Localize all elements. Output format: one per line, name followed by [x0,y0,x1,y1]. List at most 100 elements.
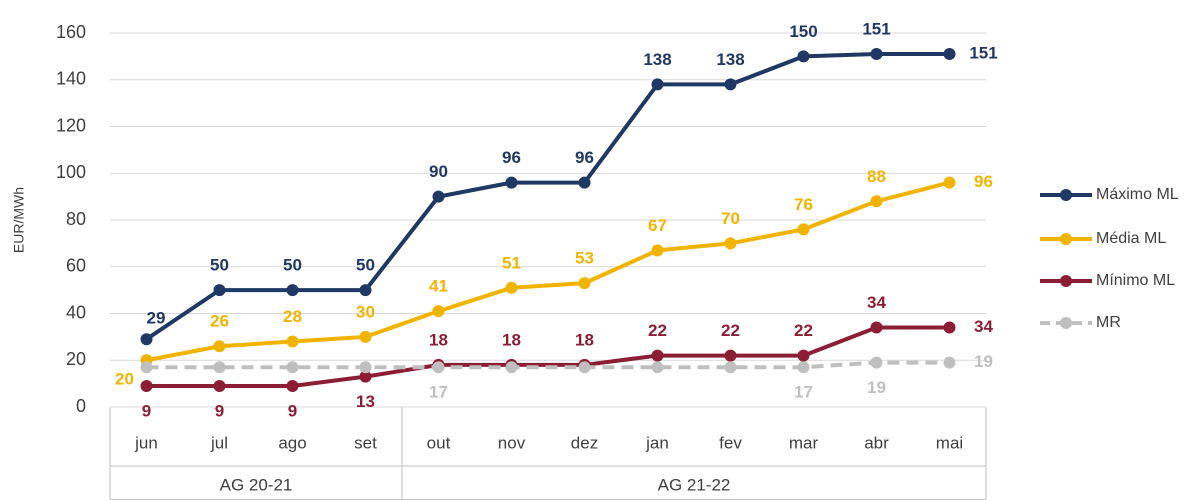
legend-label: Máximo ML [1096,186,1179,203]
data-label: 29 [147,309,166,328]
data-point [943,48,956,61]
data-point [213,340,226,353]
data-point [943,321,956,334]
data-label: 96 [502,148,521,167]
data-point [651,361,664,374]
data-point [505,176,518,189]
y-tick-label: 160 [56,22,86,42]
series-line [146,325,950,388]
data-label: 30 [356,302,375,321]
data-label: 96 [575,148,594,167]
x-tick-label: mar [789,433,819,452]
series-line [145,52,950,341]
data-label: 90 [429,162,448,181]
data-point [724,349,737,362]
data-label: 151 [862,20,890,39]
data-label: 50 [356,256,375,275]
group-label: AG 20-21 [220,475,293,494]
data-label: 22 [794,321,813,340]
legend-marker [1060,275,1072,287]
data-point [578,361,591,374]
legend-marker [1060,233,1072,245]
data-label: 9 [288,401,297,420]
data-label: 20 [115,370,134,389]
data-label: 51 [502,253,521,272]
data-point [359,284,372,297]
data-label: 67 [648,216,667,235]
y-tick-label: 60 [66,256,86,276]
data-point [140,361,153,374]
data-point [870,195,883,208]
data-point [797,223,810,236]
legend-label: MR [1096,314,1121,331]
data-label: 17 [794,383,813,402]
data-point [870,48,883,61]
y-tick-label: 120 [56,115,86,135]
y-tick-label: 140 [56,69,86,89]
y-tick-label: 40 [66,302,86,322]
data-point [797,50,810,63]
data-point [286,379,299,392]
data-point [140,379,153,392]
legend-label: Mínimo ML [1096,272,1175,289]
data-point [651,78,664,91]
data-label: 41 [429,277,448,296]
data-point [724,78,737,91]
data-label: 96 [974,172,993,191]
data-label: 28 [283,307,302,326]
y-tick-label: 20 [66,349,86,369]
data-point [505,281,518,294]
data-label: 76 [794,195,813,214]
data-point [359,370,372,383]
x-tick-label: mai [936,433,963,452]
data-point [286,284,299,297]
data-point [870,321,883,334]
legend-label: Média ML [1096,230,1166,247]
data-point [213,284,226,297]
data-label: 70 [721,209,740,228]
x-tick-label: out [427,433,451,452]
data-point [724,237,737,250]
data-point [286,335,299,348]
data-label: 88 [867,167,886,186]
data-point [943,356,956,369]
data-point [432,190,445,203]
data-label: 22 [721,321,740,340]
data-point [797,361,810,374]
data-label: 17 [429,383,448,402]
data-label: 9 [142,401,151,420]
legend-marker [1060,189,1072,201]
data-label: 18 [429,330,448,349]
data-label: 19 [974,352,993,371]
series-line [146,360,950,370]
data-label: 151 [969,44,997,63]
data-point [724,361,737,374]
x-tick-label: jan [645,433,669,452]
y-tick-label: 80 [66,209,86,229]
data-label: 9 [215,401,224,420]
data-label: 13 [356,392,375,411]
data-point [943,176,956,189]
data-label: 138 [716,50,744,69]
data-point [432,305,445,318]
data-point [213,361,226,374]
x-tick-label: fev [719,433,742,452]
group-label: AG 21-22 [658,475,731,494]
data-point [140,333,153,346]
data-label: 53 [575,249,594,268]
data-point [651,349,664,362]
data-label: 150 [789,22,817,41]
series-line [146,180,950,363]
x-tick-label: jul [210,433,228,452]
x-tick-label: nov [498,433,526,452]
data-label: 50 [283,256,302,275]
x-tick-label: ago [278,433,306,452]
data-label: 22 [648,321,667,340]
data-point [359,361,372,374]
data-point [213,379,226,392]
x-tick-label: jun [134,433,158,452]
y-axis-title: EUR/MWh [11,187,27,253]
data-point [578,176,591,189]
